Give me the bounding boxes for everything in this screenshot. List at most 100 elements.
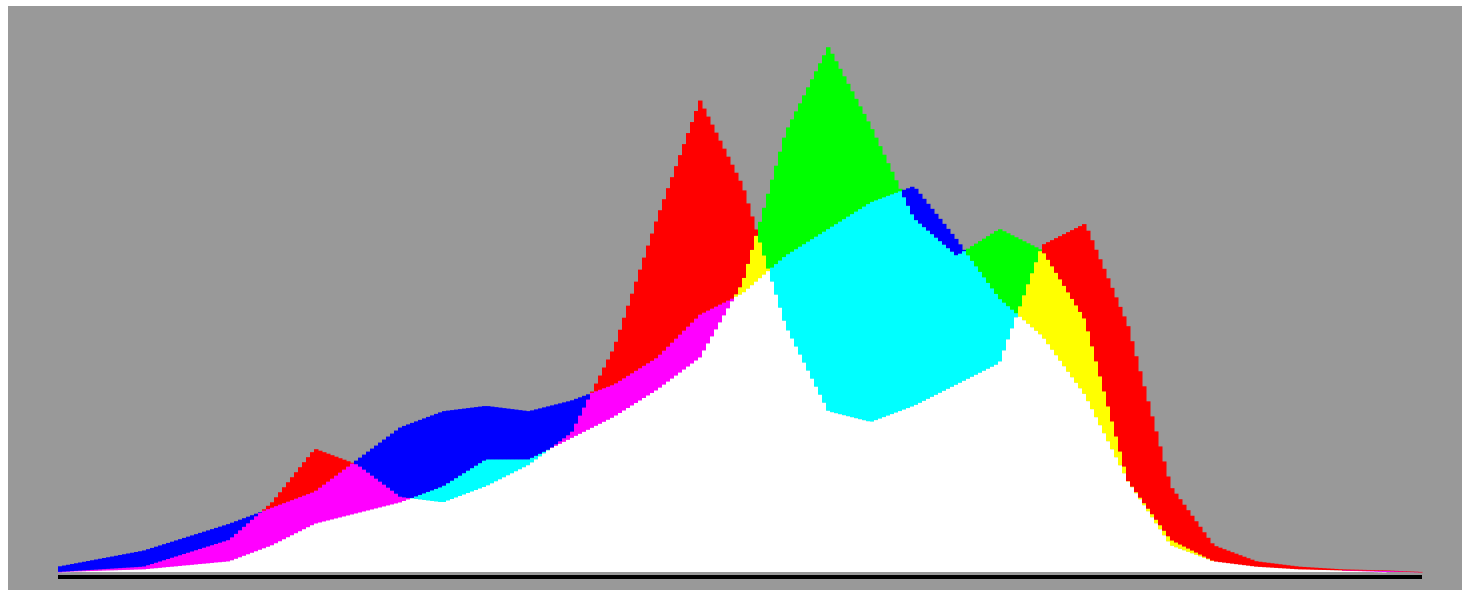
histogram-bin <box>70 571 75 573</box>
histogram-bin <box>814 71 819 237</box>
histogram-bin <box>1270 567 1275 572</box>
histogram-bin <box>318 487 323 523</box>
baseline <box>58 575 1422 579</box>
histogram-bin <box>294 498 299 534</box>
histogram-bin <box>454 478 459 498</box>
histogram-bin <box>1366 571 1371 572</box>
histogram-bin <box>1054 355 1059 572</box>
histogram-bin <box>894 180 899 193</box>
histogram-bin <box>122 569 127 572</box>
histogram-bin <box>782 257 787 321</box>
histogram-bin <box>678 155 683 335</box>
histogram-bin <box>986 368 991 572</box>
histogram-bin <box>1078 226 1083 312</box>
histogram-bin <box>1070 298 1075 378</box>
histogram-bin <box>1126 326 1131 482</box>
histogram-bin <box>210 562 215 572</box>
histogram-bin <box>438 487 443 502</box>
histogram-bin <box>1098 376 1103 426</box>
histogram-bin <box>818 394 823 572</box>
histogram-bin <box>1134 493 1139 572</box>
histogram-bin <box>738 294 743 572</box>
histogram-bin <box>102 569 107 571</box>
histogram-bin <box>1126 481 1131 572</box>
histogram-bin <box>614 415 619 572</box>
histogram-bin <box>282 503 287 540</box>
histogram-bin <box>778 151 783 261</box>
histogram-bin <box>1350 569 1355 571</box>
histogram-bin <box>346 466 351 516</box>
histogram-bin <box>250 519 255 553</box>
histogram-bin <box>74 563 79 571</box>
histogram-bin <box>282 487 287 504</box>
histogram-bin <box>430 500 435 572</box>
histogram-bin <box>1354 570 1359 572</box>
histogram-bin <box>766 193 771 269</box>
histogram-bin <box>898 188 903 192</box>
histogram-bin <box>1118 451 1123 466</box>
histogram-bin <box>650 392 655 572</box>
histogram-bin <box>1006 233 1011 307</box>
histogram-bin <box>146 565 151 569</box>
histogram-bin <box>1250 566 1255 572</box>
histogram-bin <box>962 249 967 252</box>
histogram-bin <box>1278 564 1283 569</box>
histogram-bin <box>718 304 723 323</box>
histogram-bin <box>350 462 355 464</box>
histogram-bin <box>270 502 275 508</box>
histogram-bin <box>242 518 247 527</box>
histogram-bin <box>1418 571 1423 573</box>
histogram-bin <box>834 61 839 225</box>
histogram-bin <box>1146 401 1151 509</box>
histogram-bin <box>350 463 355 515</box>
histogram-bin <box>886 195 891 416</box>
histogram-bin <box>390 433 395 491</box>
histogram-bin <box>1014 317 1019 572</box>
histogram-bin <box>502 408 507 460</box>
histogram-bin <box>618 412 623 572</box>
histogram-bin <box>110 556 115 569</box>
histogram-bin <box>1138 371 1143 498</box>
histogram-bin <box>994 364 999 572</box>
histogram-bin <box>1046 242 1051 260</box>
histogram-bin <box>1134 356 1139 493</box>
histogram-bin <box>686 133 691 327</box>
histogram-bin <box>422 418 427 494</box>
histogram-bin <box>1226 550 1231 564</box>
histogram-bin <box>1378 570 1383 572</box>
histogram-bin <box>514 409 519 460</box>
histogram-bin <box>202 547 207 564</box>
histogram-bin <box>1394 570 1399 572</box>
histogram-bin <box>586 394 591 400</box>
histogram-bin <box>862 420 867 572</box>
histogram-bin <box>586 399 591 430</box>
histogram-bin <box>250 515 255 520</box>
histogram-bin <box>806 370 811 572</box>
histogram-bin <box>1178 548 1183 572</box>
histogram-bin <box>426 491 431 501</box>
histogram-bin <box>714 306 719 330</box>
histogram-bin <box>662 199 667 351</box>
histogram-bin <box>902 197 907 410</box>
histogram-bin <box>1106 406 1111 442</box>
histogram-bin <box>1386 570 1391 572</box>
histogram-bin <box>1138 499 1143 572</box>
histogram-bin <box>982 238 987 278</box>
histogram-bin <box>634 370 639 403</box>
histogram-bin <box>182 537 187 554</box>
histogram-bin <box>978 372 983 572</box>
histogram-bin <box>98 569 103 571</box>
histogram-bin <box>1098 425 1103 572</box>
histogram-bin <box>382 506 387 572</box>
histogram-bin <box>494 459 499 482</box>
histogram-bin <box>1262 567 1267 572</box>
histogram-bin <box>998 299 1003 362</box>
histogram-bin <box>1354 570 1359 572</box>
histogram-bin <box>998 361 1003 572</box>
histogram-bin <box>1018 239 1023 307</box>
histogram-bin <box>554 404 559 445</box>
histogram-bin <box>162 560 167 568</box>
histogram-bin <box>886 163 891 196</box>
histogram-bin <box>90 570 95 572</box>
histogram-bin <box>414 421 419 497</box>
